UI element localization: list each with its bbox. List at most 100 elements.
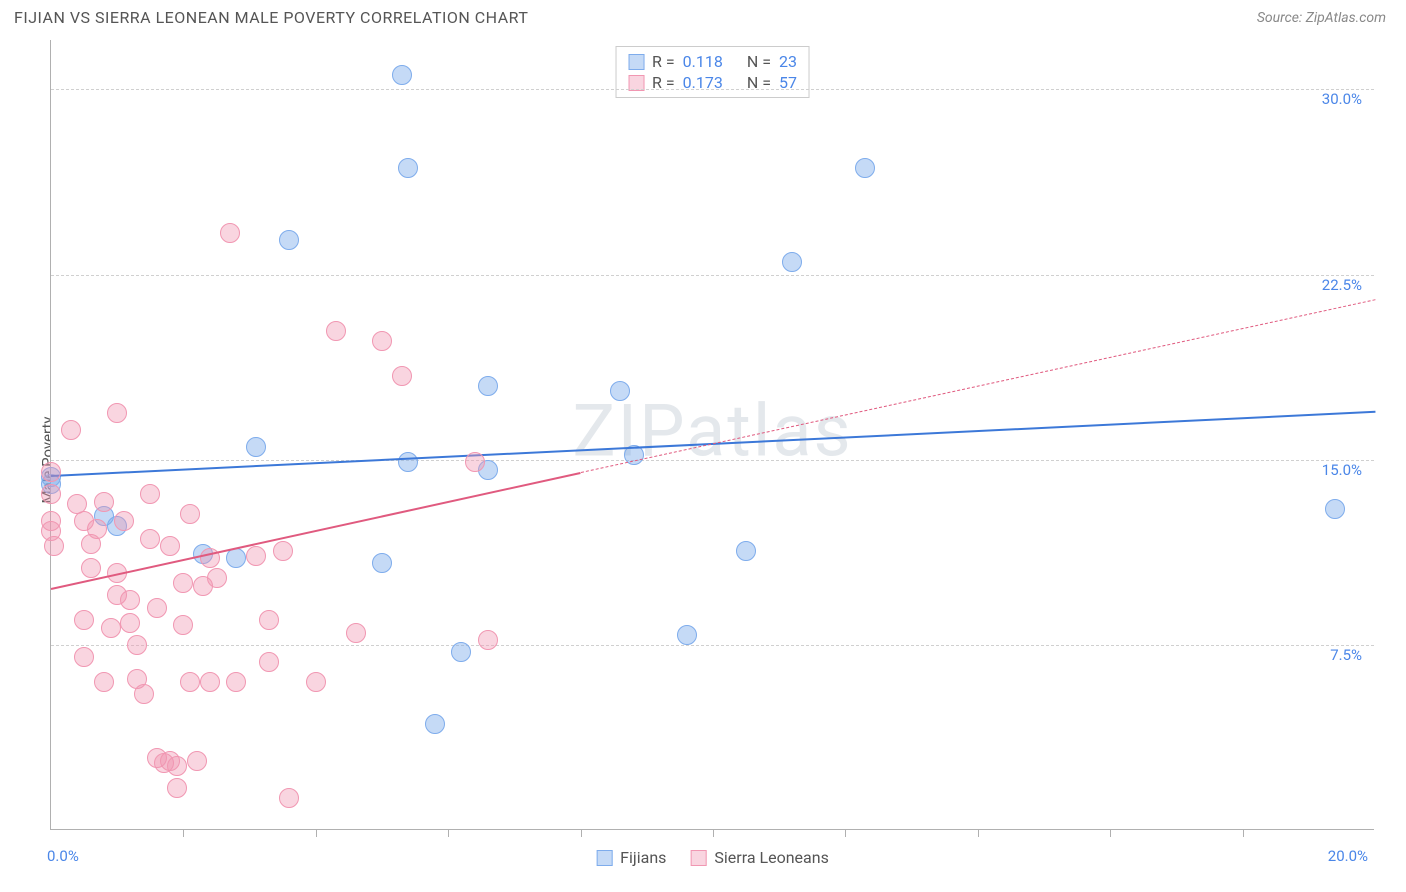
data-point bbox=[81, 558, 101, 578]
x-tick bbox=[316, 829, 317, 837]
data-point bbox=[306, 672, 326, 692]
gridline bbox=[51, 645, 1374, 646]
data-point bbox=[326, 321, 346, 341]
x-tick bbox=[713, 829, 714, 837]
legend-label: Fijians bbox=[620, 848, 666, 867]
x-tick bbox=[1110, 829, 1111, 837]
data-point bbox=[101, 618, 121, 638]
data-point bbox=[74, 647, 94, 667]
data-point bbox=[782, 252, 802, 272]
data-point bbox=[207, 568, 227, 588]
legend-item: Sierra Leoneans bbox=[690, 848, 828, 867]
x-tick bbox=[581, 829, 582, 837]
data-point bbox=[160, 536, 180, 556]
plot-area: ZIPatlas R =0.118N =23R =0.173N =57 Fiji… bbox=[50, 40, 1374, 830]
data-point bbox=[465, 452, 485, 472]
x-tick-label: 20.0% bbox=[1328, 847, 1368, 865]
data-point bbox=[1325, 499, 1345, 519]
chart-title: FIJIAN VS SIERRA LEONEAN MALE POVERTY CO… bbox=[14, 8, 528, 27]
data-point bbox=[279, 230, 299, 250]
x-tick bbox=[845, 829, 846, 837]
data-point bbox=[259, 610, 279, 630]
r-label: R = bbox=[652, 52, 675, 71]
y-tick-label: 7.5% bbox=[1330, 646, 1362, 664]
r-value: 0.118 bbox=[683, 52, 723, 71]
data-point bbox=[273, 541, 293, 561]
gridline bbox=[51, 89, 1374, 90]
data-point bbox=[140, 529, 160, 549]
data-point bbox=[279, 788, 299, 808]
data-point bbox=[226, 672, 246, 692]
data-point bbox=[855, 158, 875, 178]
legend-row: R = 0.118 N = 23 bbox=[628, 51, 797, 72]
y-tick-label: 22.5% bbox=[1322, 276, 1362, 294]
legend-swatch bbox=[596, 850, 612, 866]
x-tick bbox=[183, 829, 184, 837]
x-tick bbox=[978, 829, 979, 837]
data-point bbox=[610, 381, 630, 401]
data-point bbox=[398, 452, 418, 472]
x-tick bbox=[448, 829, 449, 837]
chart-container: Male Poverty ZIPatlas R =0.118N =23R =0.… bbox=[14, 40, 1392, 880]
data-point bbox=[346, 623, 366, 643]
trend-line bbox=[51, 472, 581, 590]
data-point bbox=[200, 672, 220, 692]
data-point bbox=[478, 630, 498, 650]
data-point bbox=[220, 223, 240, 243]
data-point bbox=[259, 652, 279, 672]
data-point bbox=[173, 615, 193, 635]
data-point bbox=[120, 613, 140, 633]
data-point bbox=[736, 541, 756, 561]
n-value: 23 bbox=[779, 52, 797, 71]
data-point bbox=[44, 536, 64, 556]
data-point bbox=[41, 484, 61, 504]
data-point bbox=[41, 462, 61, 482]
data-point bbox=[180, 672, 200, 692]
data-point bbox=[120, 590, 140, 610]
data-point bbox=[392, 366, 412, 386]
data-point bbox=[372, 331, 392, 351]
legend-swatch bbox=[690, 850, 706, 866]
legend-label: Sierra Leoneans bbox=[714, 848, 828, 867]
data-point bbox=[167, 778, 187, 798]
data-point bbox=[451, 642, 471, 662]
data-point bbox=[140, 484, 160, 504]
data-point bbox=[94, 672, 114, 692]
data-point bbox=[167, 756, 187, 776]
header: FIJIAN VS SIERRA LEONEAN MALE POVERTY CO… bbox=[0, 0, 1406, 35]
series-legend: Fijians Sierra Leoneans bbox=[596, 848, 829, 867]
data-point bbox=[246, 437, 266, 457]
trend-line-extrapolated bbox=[580, 299, 1375, 473]
data-point bbox=[173, 573, 193, 593]
legend-swatch bbox=[628, 54, 644, 70]
legend-item: Fijians bbox=[596, 848, 666, 867]
data-point bbox=[114, 511, 134, 531]
data-point bbox=[425, 714, 445, 734]
data-point bbox=[107, 403, 127, 423]
gridline bbox=[51, 275, 1374, 276]
data-point bbox=[392, 65, 412, 85]
y-tick-label: 30.0% bbox=[1322, 90, 1362, 108]
gridline bbox=[51, 460, 1374, 461]
data-point bbox=[147, 598, 167, 618]
data-point bbox=[398, 158, 418, 178]
legend-swatch bbox=[628, 75, 644, 91]
data-point bbox=[478, 376, 498, 396]
data-point bbox=[61, 420, 81, 440]
data-point bbox=[372, 553, 392, 573]
data-point bbox=[187, 751, 207, 771]
data-point bbox=[134, 684, 154, 704]
data-point bbox=[677, 625, 697, 645]
source-label: Source: ZipAtlas.com bbox=[1257, 10, 1386, 26]
data-point bbox=[127, 635, 147, 655]
y-tick-label: 15.0% bbox=[1322, 461, 1362, 479]
n-label: N = bbox=[747, 52, 771, 71]
x-tick-label: 0.0% bbox=[47, 847, 79, 865]
data-point bbox=[74, 610, 94, 630]
data-point bbox=[180, 504, 200, 524]
x-tick bbox=[1243, 829, 1244, 837]
data-point bbox=[94, 492, 114, 512]
data-point bbox=[246, 546, 266, 566]
data-point bbox=[87, 519, 107, 539]
data-point bbox=[226, 548, 246, 568]
